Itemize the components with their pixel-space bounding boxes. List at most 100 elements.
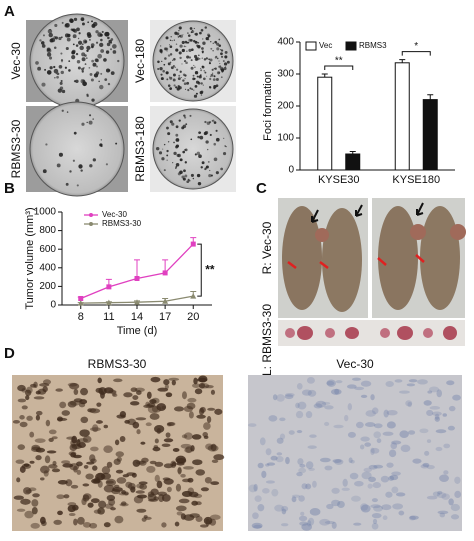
colony [209, 86, 212, 89]
colony [201, 65, 204, 68]
nucleus [188, 411, 194, 419]
nucleus [305, 461, 314, 469]
nucleus [97, 377, 102, 384]
colony [186, 180, 190, 184]
colony [184, 78, 186, 80]
nucleus [213, 454, 225, 461]
colony [105, 68, 110, 73]
nucleus [23, 463, 30, 467]
colony [216, 47, 220, 51]
colony [180, 28, 182, 30]
y-tick-label: 400 [39, 262, 56, 273]
nucleus [103, 522, 111, 528]
bar [345, 153, 361, 171]
colony [219, 62, 221, 64]
colony [201, 50, 204, 53]
nucleus [388, 475, 395, 481]
marker [134, 299, 140, 305]
colony [106, 42, 111, 47]
nucleus [25, 489, 33, 494]
colony [117, 59, 120, 63]
colony [97, 32, 102, 37]
nucleus [291, 496, 297, 503]
nucleus [202, 431, 209, 438]
nucleus [184, 447, 193, 453]
colony [222, 152, 227, 156]
nucleus [90, 427, 101, 432]
nucleus [399, 430, 409, 438]
nucleus [46, 450, 57, 454]
nucleus [361, 471, 372, 480]
nucleus [391, 440, 402, 445]
colony [202, 41, 206, 45]
nucleus [72, 454, 82, 459]
image-label: Vec-30 [9, 42, 23, 80]
nucleus [158, 494, 165, 503]
nucleus [423, 400, 432, 406]
image-label: Vec-180 [133, 39, 147, 83]
colony [177, 36, 180, 38]
nucleus [173, 406, 185, 412]
colony [188, 56, 192, 59]
colony [86, 121, 88, 124]
colony [78, 164, 83, 169]
nucleus [426, 439, 432, 443]
colony [197, 136, 200, 139]
mouse-photos [278, 198, 466, 346]
nucleus [262, 488, 270, 494]
bar [317, 76, 333, 171]
nucleus [68, 512, 76, 517]
bar [394, 62, 410, 171]
nucleus [301, 483, 308, 490]
dish [29, 101, 125, 197]
colony [225, 146, 227, 148]
colony [105, 163, 108, 166]
colony [169, 87, 173, 90]
nucleus [48, 429, 57, 435]
nucleus [57, 417, 68, 421]
nucleus [16, 508, 26, 512]
nucleus [248, 423, 257, 427]
colony [166, 154, 169, 157]
nucleus [181, 391, 187, 400]
nucleus [435, 429, 447, 434]
nucleus [177, 467, 182, 474]
nucleus [417, 379, 428, 385]
colony [186, 55, 190, 59]
colony [48, 32, 53, 38]
nucleus [427, 390, 433, 394]
nucleus [76, 469, 82, 475]
tumor [297, 326, 313, 340]
nucleus [439, 474, 449, 482]
nucleus [82, 521, 92, 528]
nucleus [296, 430, 303, 434]
colony [201, 47, 204, 50]
nucleus [331, 499, 341, 507]
nucleus [442, 413, 447, 417]
nucleus [443, 470, 449, 475]
colony [86, 49, 89, 53]
nucleus [394, 379, 403, 383]
colony [203, 69, 206, 72]
nucleus [326, 379, 336, 387]
nucleus [82, 435, 92, 443]
nucleus [370, 447, 375, 456]
colony [99, 42, 104, 48]
colony [184, 40, 188, 44]
colony [179, 70, 182, 73]
nucleus [354, 386, 365, 391]
y-tick-label: 100 [277, 133, 294, 144]
nucleus [390, 442, 398, 450]
marker [190, 241, 196, 247]
nucleus [285, 392, 295, 397]
nucleus [204, 384, 214, 389]
colony [212, 50, 214, 52]
colony [212, 78, 216, 82]
nucleus [368, 476, 376, 483]
nucleus [209, 514, 221, 520]
colony [173, 141, 175, 144]
colony [208, 173, 212, 178]
nucleus [448, 498, 454, 506]
colony [167, 54, 171, 57]
marker [106, 284, 112, 290]
